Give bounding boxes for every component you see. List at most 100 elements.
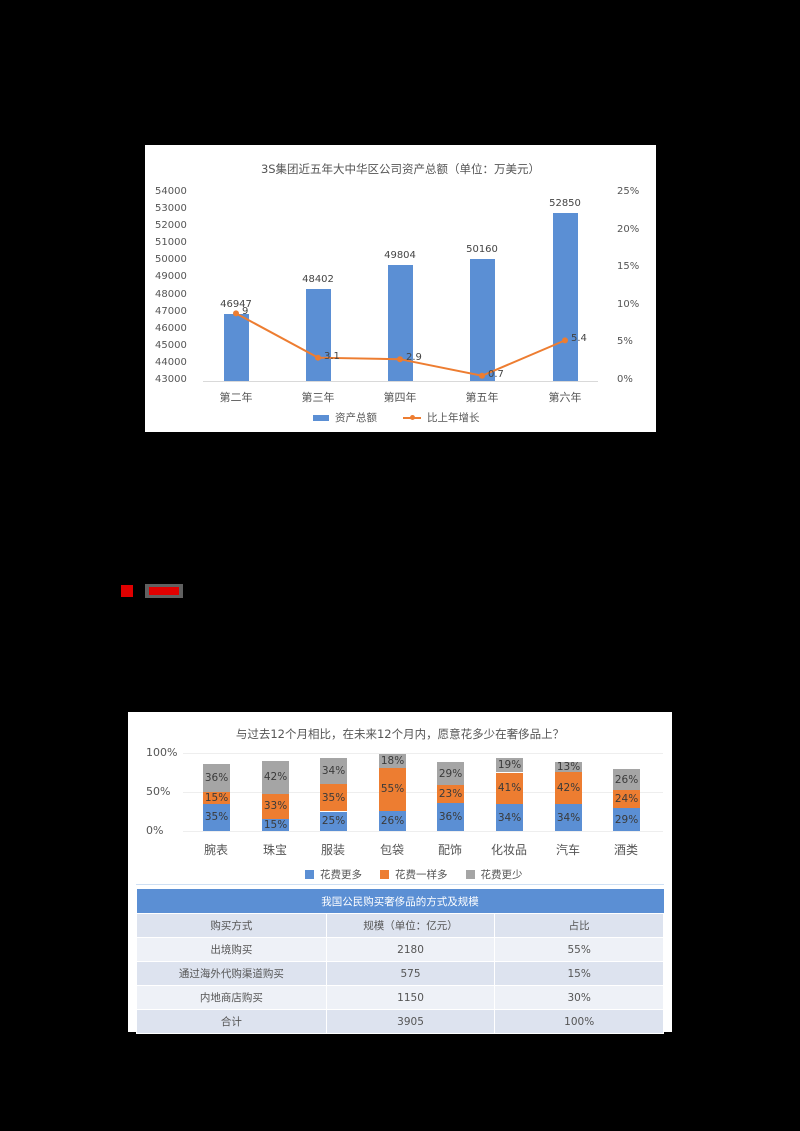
table-cell: 55% [494, 937, 664, 962]
y-tick-label: 20% [617, 223, 640, 235]
growth-line [233, 310, 568, 379]
stacked-segment: 15% [262, 819, 289, 832]
bar [470, 258, 495, 381]
table-cell: 3905 [325, 1009, 496, 1034]
stacked-segment: 35% [320, 784, 347, 812]
gridline [183, 831, 663, 832]
bar [553, 212, 578, 381]
line-value-label: 3.1 [324, 350, 340, 362]
table-header-row: 购买方式 规模（单位：亿元） 占比 [136, 913, 664, 938]
y-tick-label: 10% [617, 298, 640, 310]
legend-same-swatch-icon [380, 870, 389, 879]
gridline [183, 753, 663, 754]
bar [224, 313, 249, 381]
x-tick-label: 服装 [320, 843, 345, 857]
stacked-segment: 26% [613, 769, 640, 790]
stacked-segment: 26% [379, 810, 406, 831]
luxury-spending-chart: 与过去12个月相比，在未来12个月内，愿意花多少在奢侈品上？ 100% 50% 0%… [128, 712, 672, 1034]
y-tick-label: 43000 [155, 374, 187, 385]
y-tick-label: 44000 [155, 356, 187, 368]
y-tick-label: 0% [146, 824, 164, 837]
stacked-segment: 41% [496, 772, 523, 805]
stacked-segment: 23% [437, 784, 464, 803]
bar-value-label: 52850 [549, 197, 581, 209]
legend-asset: 资产总额 [335, 412, 377, 424]
table-row: 内地商店购买 1150 30% [136, 985, 664, 1010]
x-tick-label: 腕表 [203, 843, 228, 857]
y-tick-label: 50000 [155, 254, 187, 266]
x-tick-label: 化妆品 [490, 843, 527, 857]
x-tick-label: 珠宝 [262, 843, 287, 857]
y-tick-label: 0% [617, 374, 633, 385]
bar-value-label: 50160 [466, 243, 498, 255]
column-header: 占比 [494, 913, 664, 938]
y-tick-label: 53000 [155, 203, 187, 215]
stacked-segment: 36% [203, 763, 230, 792]
stacked-segment: 42% [262, 760, 289, 794]
x-tick-label: 第六年 [548, 391, 582, 404]
line-value-label: 5.4 [571, 333, 587, 345]
y-tick-label: 50% [146, 785, 171, 798]
stacked-segment: 34% [320, 757, 347, 785]
y-tick-label: 5% [617, 336, 633, 348]
gridline [183, 792, 663, 793]
x-tick-label: 第四年 [383, 391, 417, 404]
stacked-segment: 15% [203, 791, 230, 804]
chart-title: 3S集团近五年大中华区公司资产总额（单位：万美元） [260, 162, 541, 176]
table-row: 合计 3905 100% [136, 1009, 664, 1034]
stacked-segment: 19% [496, 757, 523, 773]
line-value-label: 0.7 [488, 368, 504, 380]
y-tick-label: 15% [617, 261, 640, 273]
legend-line-swatch-icon [403, 414, 421, 420]
table-cell: 100% [494, 1009, 664, 1034]
table-cell: 1150 [325, 985, 496, 1010]
legend-more-swatch-icon [305, 870, 314, 879]
table-cell: 2180 [325, 937, 496, 962]
stacked-segment: 33% [262, 793, 289, 820]
table-cell: 出境购买 [136, 937, 327, 962]
x-tick-label: 第三年 [301, 391, 335, 404]
x-tick-label: 酒类 [613, 843, 638, 857]
table-cell: 30% [494, 985, 664, 1010]
x-tick-label: 第五年 [465, 391, 499, 404]
table-cell: 通过海外代购渠道购买 [136, 961, 327, 986]
stacked-segment: 25% [320, 811, 347, 831]
legend-bar-swatch-icon [313, 414, 329, 421]
y-tick-label: 52000 [155, 220, 187, 232]
chart-title: 与过去12个月相比，在未来12个月内，愿意花多少在奢侈品上？ [235, 727, 565, 741]
y-tick-label: 46000 [155, 322, 187, 334]
redacted-marker [121, 585, 133, 597]
stacked-segment: 35% [203, 803, 230, 831]
chart-legend: 资产总额 比上年增长 [313, 410, 480, 425]
table-cell: 575 [325, 961, 496, 986]
bar-value-label: 48402 [302, 273, 334, 285]
bar-value-label: 49804 [384, 249, 416, 261]
stacked-segment: 29% [437, 762, 464, 785]
stacked-segment: 24% [613, 789, 640, 809]
stacked-segment: 18% [379, 753, 406, 768]
x-tick-label: 第二年 [219, 391, 253, 404]
legend-less-swatch-icon [465, 870, 475, 879]
y-tick-label: 45000 [155, 339, 187, 351]
y-tick-label: 25% [617, 186, 640, 197]
stacked-segment: 55% [379, 767, 406, 811]
table-row: 通过海外代购渠道购买 575 15% [136, 961, 664, 986]
line-value-label: 9 [242, 306, 249, 318]
x-tick-label: 包袋 [379, 843, 404, 857]
line-value-label: 2.9 [406, 352, 422, 364]
x-tick-label: 配饰 [437, 843, 462, 857]
y-tick-label: 47000 [155, 305, 187, 317]
redacted-label [145, 584, 183, 598]
column-header: 规模（单位：亿元） [325, 913, 496, 938]
y-tick-label: 49000 [155, 271, 187, 283]
table-row: 出境购买 2180 55% [136, 937, 664, 962]
purchase-method-table: 我国公民购买奢侈品的方式及规模 购买方式 规模（单位：亿元） 占比 出境购买 2… [136, 889, 664, 1034]
column-header: 购买方式 [136, 913, 327, 938]
asset-total-chart: 3S集团近五年大中华区公司资产总额（单位：万美元） 54000 53000 5200… [145, 145, 656, 432]
chart-legend: 花费更多 花费一样多 花费更少 [305, 867, 523, 882]
table-cell: 15% [494, 961, 664, 986]
bar [306, 288, 331, 381]
legend-growth: 比上年增长 [427, 412, 480, 424]
stacked-segment: 29% [613, 808, 640, 831]
x-tick-label: 汽车 [555, 843, 580, 857]
